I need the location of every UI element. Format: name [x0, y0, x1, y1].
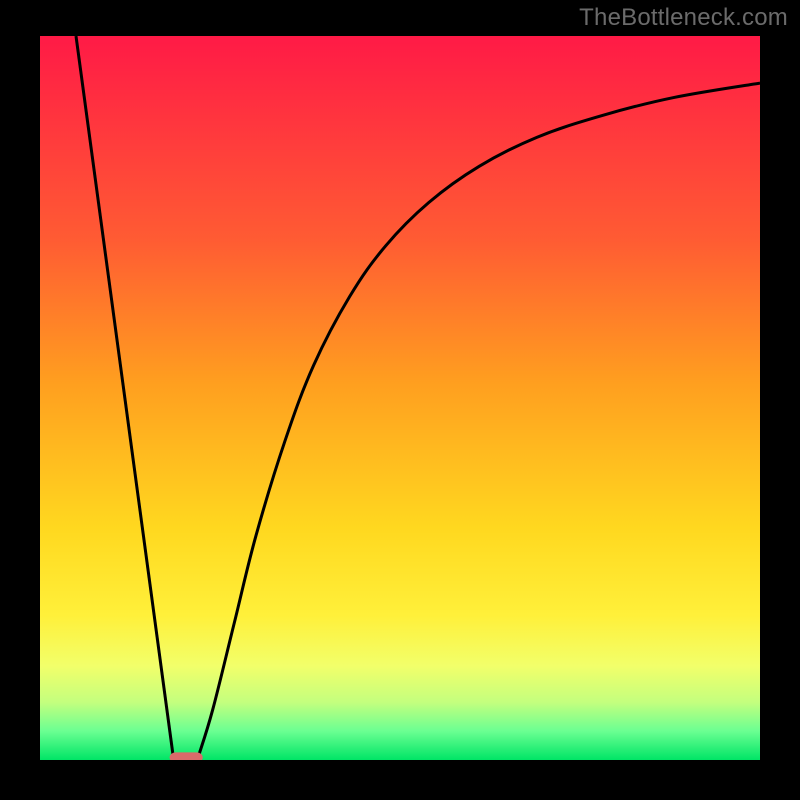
bottleneck-chart [0, 0, 800, 800]
chart-stage: TheBottleneck.com [0, 0, 800, 800]
watermark-text: TheBottleneck.com [579, 4, 788, 32]
plot-area-background [40, 36, 760, 760]
